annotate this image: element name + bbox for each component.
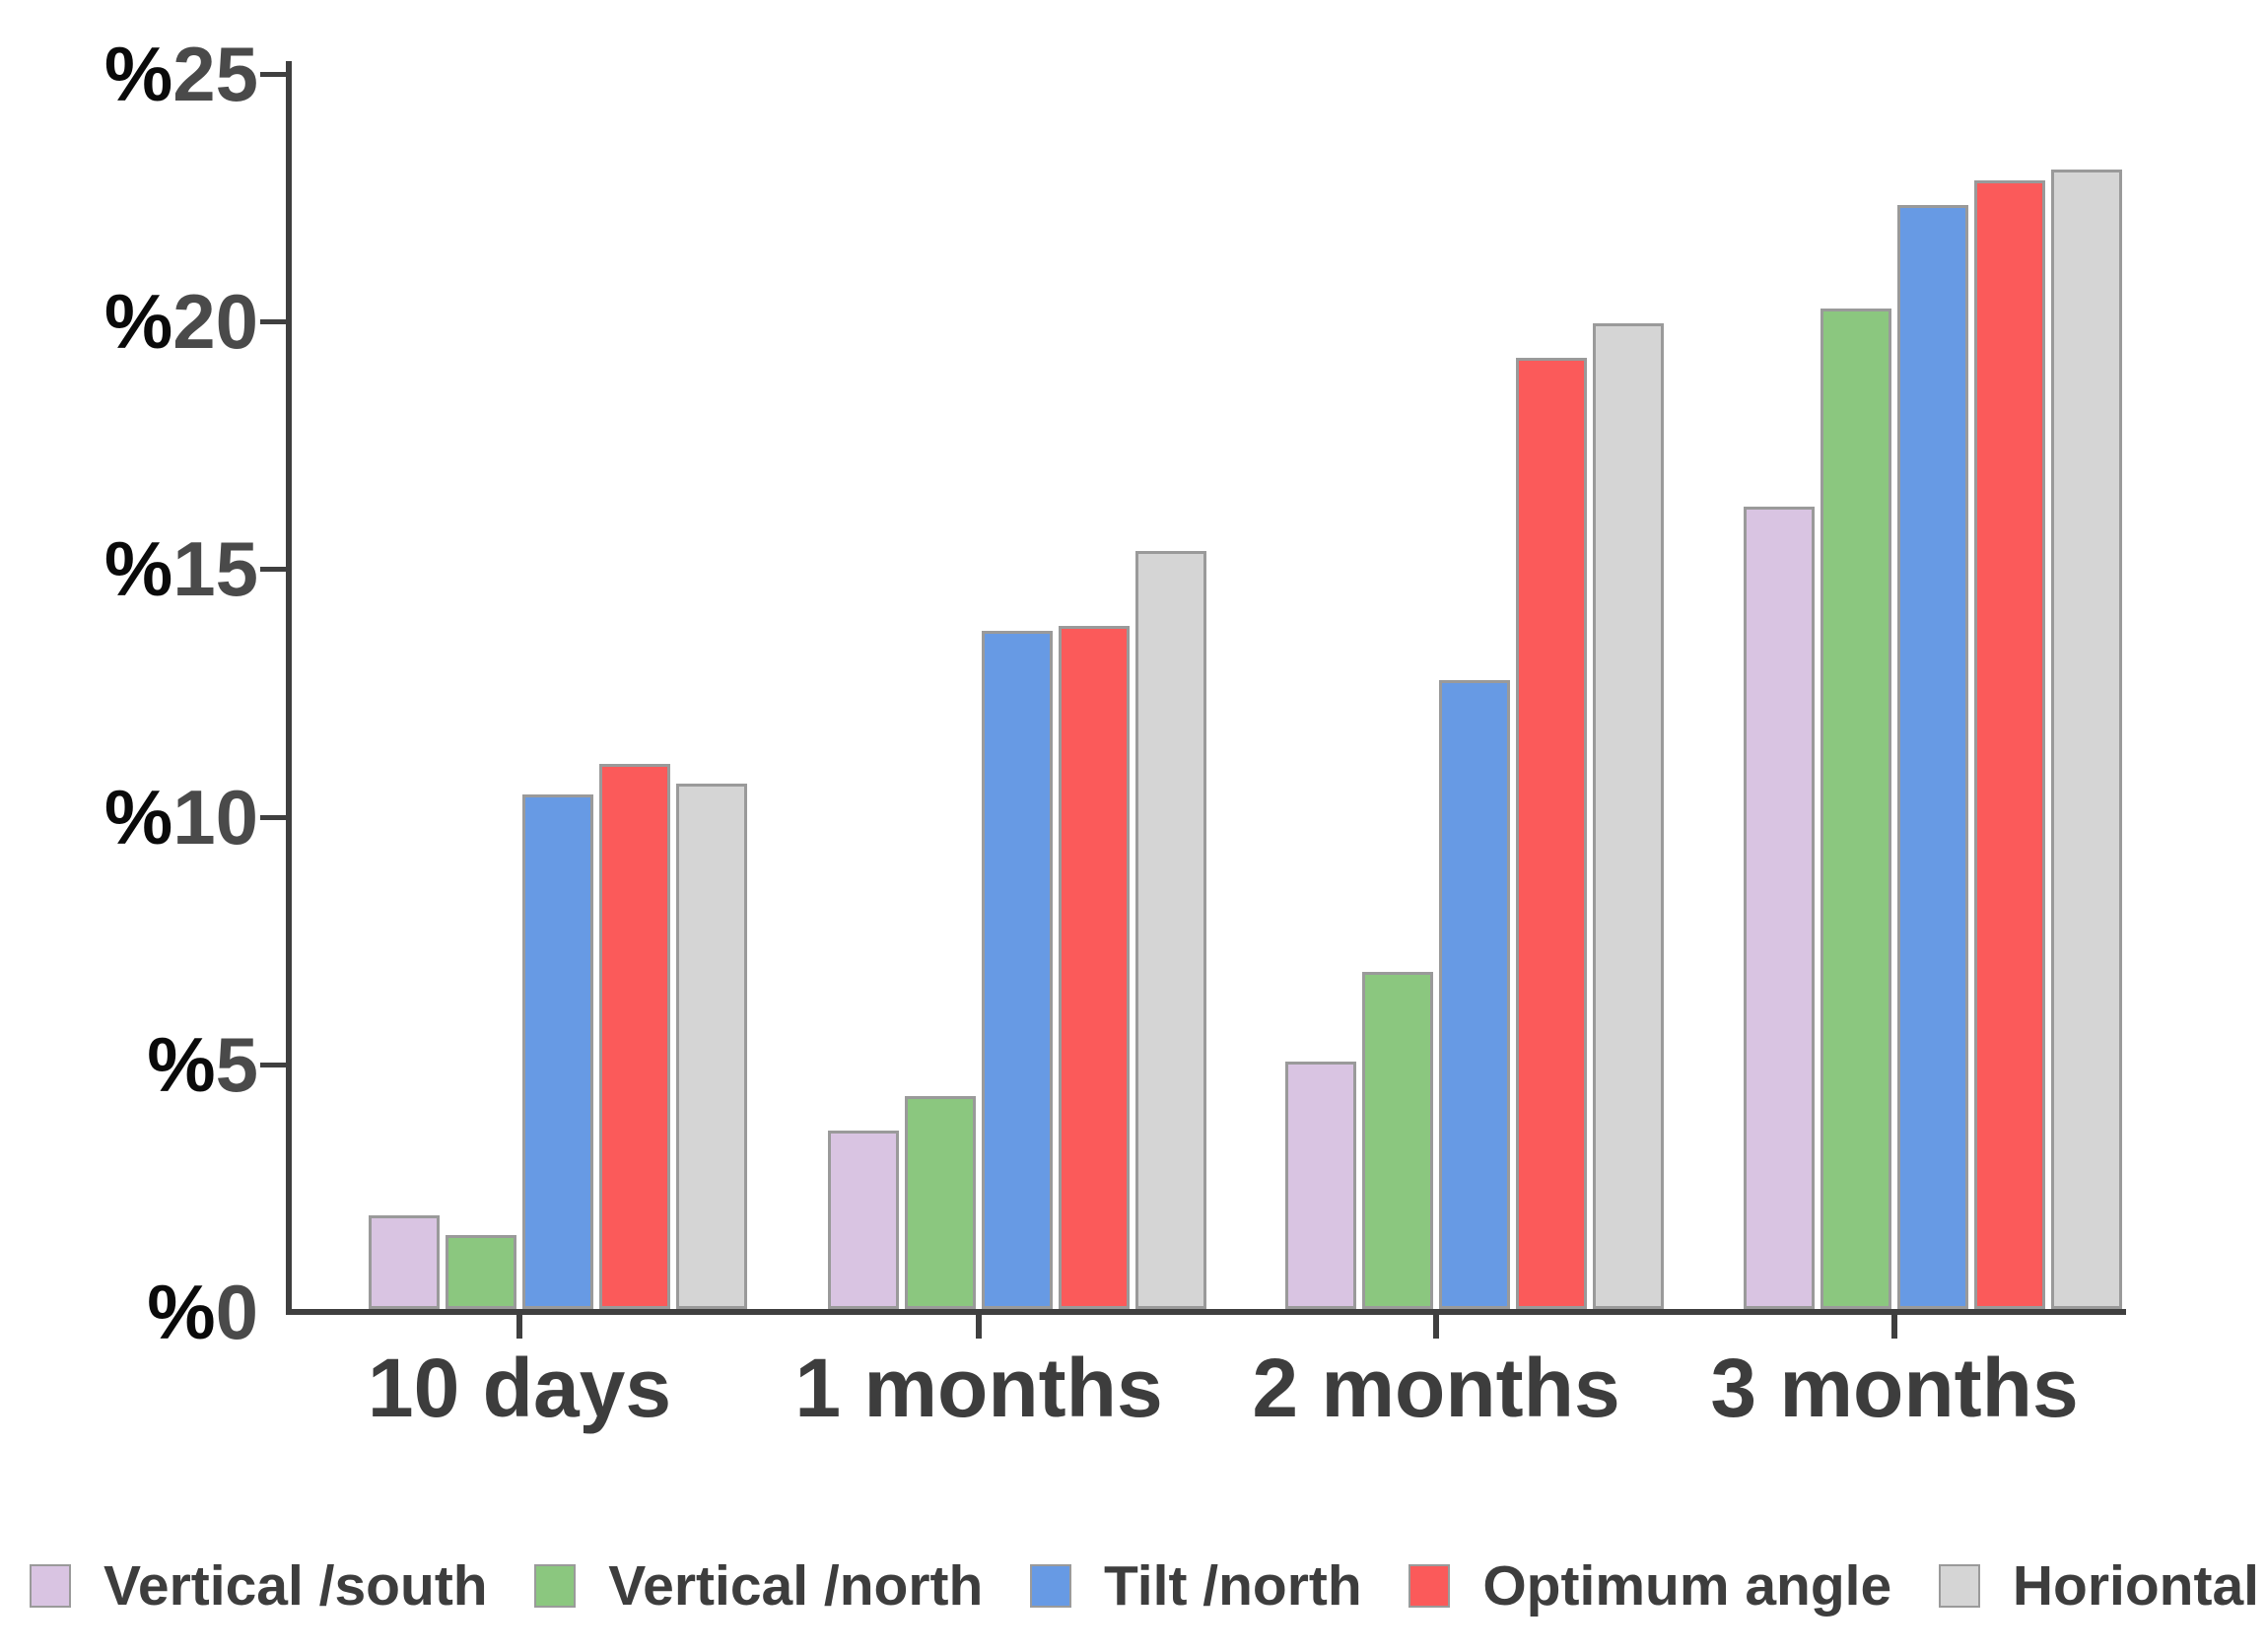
y-tick-prefix: % [103,774,173,860]
x-tick [1433,1315,1439,1339]
bar [1362,972,1433,1309]
legend-swatch-icon [1029,1564,1071,1608]
legend-item: Optimum angle [1408,1553,1891,1618]
x-category-label: 1 months [794,1342,1163,1434]
bar [1439,680,1510,1309]
legend-item: Vertical /south [30,1553,488,1618]
bar [1744,507,1815,1309]
bar [905,1096,976,1309]
bar [1593,323,1664,1309]
y-tick-label: %20 [104,282,258,361]
legend-item: Horiontal [1938,1553,2259,1618]
bar [369,1215,440,1309]
y-tick [260,72,286,77]
bar [522,794,593,1309]
legend-label: Horiontal [2012,1554,2259,1618]
y-tick-value: 20 [172,278,258,365]
legend-label: Optimum angle [1482,1554,1892,1618]
x-axis-line [286,1309,2126,1315]
bar [982,631,1053,1309]
legend-swatch-icon [1938,1564,1980,1608]
y-tick [260,815,286,820]
legend-item: Tilt /north [1029,1553,1362,1618]
y-tick [260,1063,286,1067]
y-tick-prefix: % [103,31,173,117]
legend-item: Vertical /north [534,1553,983,1618]
legend-swatch-icon [534,1564,577,1608]
x-category-label: 3 months [1710,1342,2079,1434]
y-tick-prefix: % [147,1021,216,1108]
y-tick-value: 15 [172,525,258,612]
y-tick-prefix: % [103,278,173,365]
legend-label: Tilt /north [1103,1554,1362,1618]
y-tick-value: 0 [215,1269,258,1355]
bar [1059,626,1130,1309]
x-tick [1891,1315,1897,1339]
x-category-label: 2 months [1252,1342,1620,1434]
y-tick-label: %5 [147,1025,258,1104]
y-tick [260,567,286,572]
bar [599,764,670,1309]
y-tick-label: %15 [104,529,258,608]
legend-swatch-icon [30,1564,71,1608]
y-tick-label: %0 [147,1273,258,1351]
bar [1135,551,1206,1309]
legend-swatch-icon [1408,1564,1451,1608]
y-tick-value: 5 [215,1021,258,1108]
y-tick-prefix: % [103,525,173,612]
legend: Vertical /south Vertical /north Tilt /nort… [30,1554,2259,1618]
y-tick-label: %10 [104,778,258,857]
bar [1897,205,1968,1309]
bar [676,784,747,1309]
y-tick-value: 10 [172,774,258,860]
y-axis-line [286,61,292,1315]
legend-label: Vertical /north [608,1554,984,1618]
bar [828,1131,899,1309]
bar [1516,358,1587,1309]
x-tick [976,1315,982,1339]
y-tick-prefix: % [147,1269,216,1355]
y-tick-label: %25 [104,34,258,113]
legend-label: Vertical /south [103,1554,488,1618]
bar [2051,170,2122,1309]
bar [446,1235,516,1309]
x-category-label: 10 days [367,1342,672,1434]
bar [1974,180,2045,1309]
bar [1285,1062,1356,1309]
y-tick [260,319,286,324]
x-tick [516,1315,522,1339]
bar [1820,309,1891,1309]
y-tick-value: 25 [172,31,258,117]
